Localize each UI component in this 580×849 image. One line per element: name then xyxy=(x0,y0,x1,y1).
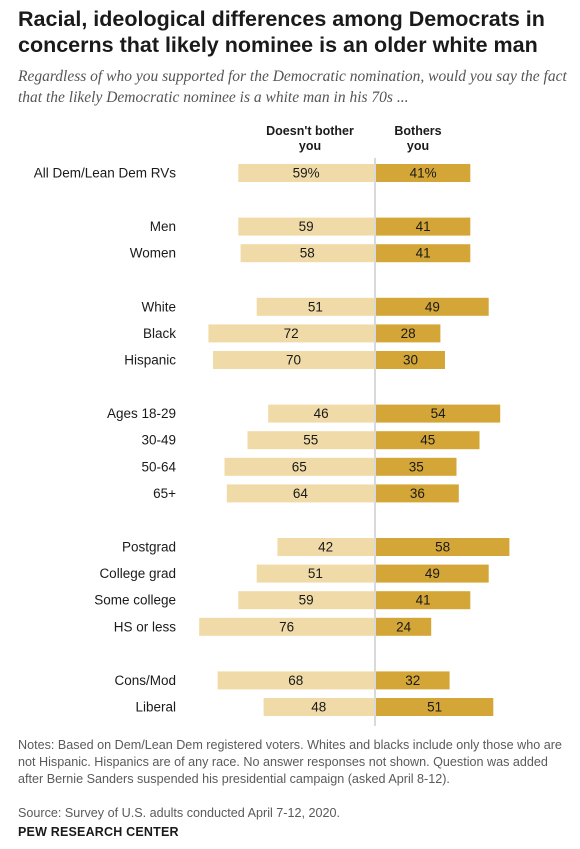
bar-bothers xyxy=(376,324,441,343)
row-label: 65+ xyxy=(153,486,176,501)
bar-doesnt-bother xyxy=(238,217,374,236)
legend-bothers: you xyxy=(407,139,429,153)
row-label: Postgrad xyxy=(122,540,176,555)
value-label-doesnt-bother: 59 xyxy=(299,593,314,608)
value-label-bothers: 49 xyxy=(425,299,440,314)
legend-bothers: Bothers xyxy=(394,124,441,138)
value-label-doesnt-bother: 51 xyxy=(308,299,323,314)
value-label-bothers: 41% xyxy=(410,166,437,181)
row-label: Ages 18-29 xyxy=(107,406,176,421)
value-label-bothers: 54 xyxy=(431,406,447,421)
bar-doesnt-bother xyxy=(263,698,374,716)
bar-doesnt-bother xyxy=(240,244,374,263)
value-label-bothers: 35 xyxy=(409,459,424,474)
row-label: Cons/Mod xyxy=(114,673,176,688)
value-label-bothers: 41 xyxy=(416,593,431,608)
bar-bothers xyxy=(376,671,450,690)
row-label: Some college xyxy=(94,593,176,608)
bar-bothers xyxy=(376,564,489,583)
bar-doesnt-bother xyxy=(268,404,374,423)
chart-title: Racial, ideological differences among De… xyxy=(18,7,545,57)
value-label-bothers: 36 xyxy=(410,486,425,501)
bar-doesnt-bother xyxy=(256,564,374,583)
bar-bothers xyxy=(376,351,445,369)
row-label: College grad xyxy=(99,566,176,581)
pew-research-center-logo: PEW RESEARCH CENTER xyxy=(18,825,179,839)
value-label-bothers: 41 xyxy=(416,219,431,234)
row-label: Hispanic xyxy=(124,353,176,368)
value-label-doesnt-bother: 72 xyxy=(284,326,299,341)
value-label-bothers: 32 xyxy=(405,673,420,688)
row-label: All Dem/Lean Dem RVs xyxy=(34,166,177,181)
value-label-doesnt-bother: 55 xyxy=(303,433,318,448)
legend-doesnt-bother: you xyxy=(299,139,321,153)
bar-bothers xyxy=(376,457,457,476)
value-label-doesnt-bother: 51 xyxy=(308,566,323,581)
value-label-doesnt-bother: 68 xyxy=(288,673,303,688)
bar-bothers xyxy=(376,698,494,716)
chart-subtitle: Regardless of who you supported for the … xyxy=(18,68,567,106)
value-label-bothers: 28 xyxy=(401,326,416,341)
bar-doesnt-bother xyxy=(247,431,374,450)
bar-bothers xyxy=(376,164,471,182)
bar-doesnt-bother xyxy=(217,671,374,690)
bar-doesnt-bother xyxy=(238,164,374,182)
bar-bothers xyxy=(376,297,489,316)
chart-source: Source: Survey of U.S. adults conducted … xyxy=(18,806,341,820)
value-label-bothers: 30 xyxy=(403,353,418,368)
bar-bothers xyxy=(376,404,501,423)
legend-doesnt-bother: Doesn't bother xyxy=(266,124,354,138)
value-label-doesnt-bother: 59 xyxy=(299,219,314,234)
row-label: Liberal xyxy=(135,700,176,715)
bar-doesnt-bother xyxy=(213,351,374,369)
value-label-doesnt-bother: 70 xyxy=(286,353,301,368)
bar-doesnt-bother xyxy=(238,591,374,610)
value-label-doesnt-bother: 48 xyxy=(311,700,326,715)
row-label: Men xyxy=(150,219,176,234)
bar-bothers xyxy=(376,538,510,556)
row-label: Women xyxy=(130,246,176,261)
value-label-doesnt-bother: 59% xyxy=(293,166,320,181)
value-label-bothers: 41 xyxy=(416,246,431,261)
bar-bothers xyxy=(376,244,471,263)
value-label-bothers: 45 xyxy=(420,433,435,448)
bar-doesnt-bother xyxy=(199,617,374,636)
bar-bothers xyxy=(376,217,471,236)
chart-notes: Notes: Based on Dem/Lean Dem registered … xyxy=(18,738,562,786)
row-label: 30-49 xyxy=(141,433,176,448)
value-label-bothers: 51 xyxy=(427,700,442,715)
bar-doesnt-bother xyxy=(277,538,374,556)
value-label-doesnt-bother: 65 xyxy=(292,459,307,474)
value-label-doesnt-bother: 42 xyxy=(318,540,333,555)
value-label-bothers: 49 xyxy=(425,566,440,581)
bar-doesnt-bother xyxy=(256,297,374,316)
bar-doesnt-bother xyxy=(226,484,374,503)
row-label: Black xyxy=(143,326,176,341)
value-label-doesnt-bother: 64 xyxy=(293,486,309,501)
row-label: HS or less xyxy=(114,619,177,634)
value-label-bothers: 24 xyxy=(396,619,412,634)
value-label-doesnt-bother: 76 xyxy=(279,619,294,634)
bar-doesnt-bother xyxy=(208,324,374,343)
bar-bothers xyxy=(376,484,459,503)
value-label-doesnt-bother: 46 xyxy=(314,406,329,421)
value-label-doesnt-bother: 58 xyxy=(300,246,315,261)
row-label: 50-64 xyxy=(141,459,176,474)
bar-bothers xyxy=(376,617,432,636)
bar-bothers xyxy=(376,431,480,450)
bar-doesnt-bother xyxy=(224,457,374,476)
bar-bothers xyxy=(376,591,471,610)
value-label-bothers: 58 xyxy=(435,540,450,555)
row-label: White xyxy=(141,299,176,314)
